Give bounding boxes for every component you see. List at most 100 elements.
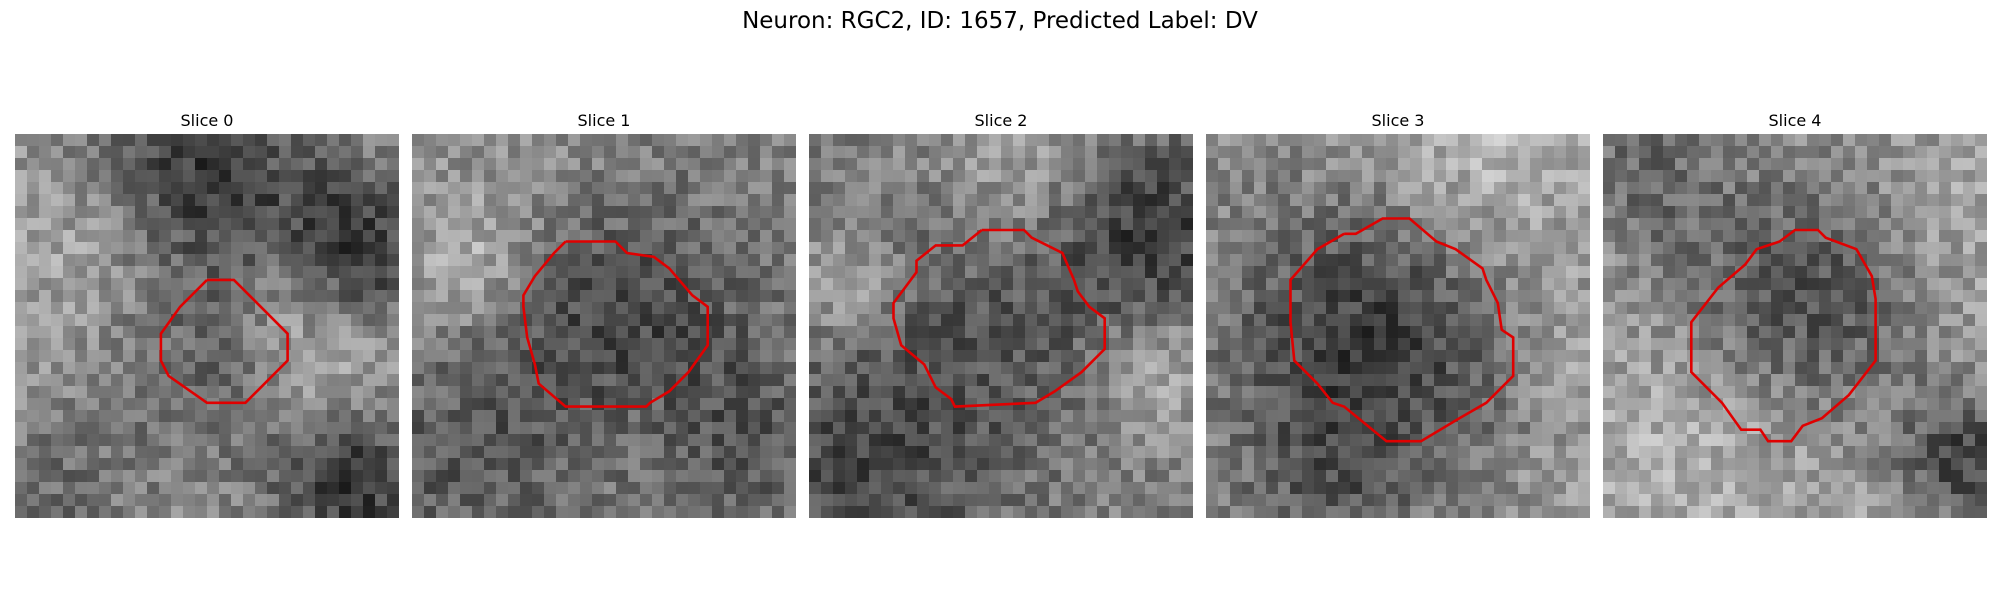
pixel — [1169, 374, 1182, 387]
pixel — [27, 170, 40, 183]
pixel — [736, 314, 749, 327]
pixel — [965, 206, 978, 219]
pixel — [1133, 242, 1146, 255]
pixel — [881, 506, 894, 518]
pixel — [833, 278, 846, 291]
pixel — [1783, 410, 1796, 423]
pixel — [1013, 218, 1026, 231]
pixel — [845, 386, 858, 399]
pixel — [472, 194, 485, 207]
pixel — [1819, 242, 1832, 255]
pixel — [291, 362, 304, 375]
pixel — [375, 314, 388, 327]
pixel — [1518, 182, 1531, 195]
pixel — [953, 326, 966, 339]
pixel — [387, 206, 399, 219]
pixel — [1085, 350, 1098, 363]
pixel — [1578, 506, 1590, 518]
pixel — [1603, 218, 1616, 231]
pixel — [255, 278, 268, 291]
pixel — [1915, 182, 1928, 195]
pixel — [267, 494, 280, 507]
pixel — [1807, 386, 1820, 399]
pixel — [1675, 182, 1688, 195]
pixel — [977, 170, 990, 183]
pixel — [87, 434, 100, 447]
pixel — [339, 158, 352, 171]
pixel — [1049, 422, 1062, 435]
pixel — [1326, 338, 1339, 351]
pixel — [941, 302, 954, 315]
pixel — [772, 206, 785, 219]
pixel — [520, 146, 533, 159]
pixel — [1687, 434, 1700, 447]
pixel — [39, 470, 52, 483]
pixel — [989, 230, 1002, 243]
pixel — [520, 434, 533, 447]
pixel — [1278, 422, 1291, 435]
pixel — [1530, 410, 1543, 423]
pixel — [315, 182, 328, 195]
pixel — [760, 482, 773, 495]
pixel — [1759, 338, 1772, 351]
pixel — [472, 446, 485, 459]
pixel — [809, 158, 822, 171]
pixel — [724, 482, 737, 495]
pixel — [1085, 446, 1098, 459]
pixel — [1506, 230, 1519, 243]
pixel — [1001, 206, 1014, 219]
pixel — [1025, 410, 1038, 423]
pixel — [712, 230, 725, 243]
pixel — [1049, 266, 1062, 279]
pixel — [1266, 314, 1279, 327]
pixel — [1037, 290, 1050, 303]
pixel — [351, 146, 364, 159]
pixel — [1711, 242, 1724, 255]
pixel — [1398, 134, 1411, 147]
pixel — [1723, 158, 1736, 171]
pixel — [51, 410, 64, 423]
pixel — [1037, 326, 1050, 339]
pixel — [436, 242, 449, 255]
pixel — [1735, 242, 1748, 255]
pixel — [1314, 218, 1327, 231]
pixel — [111, 170, 124, 183]
pixel — [75, 278, 88, 291]
pixel — [1350, 278, 1363, 291]
pixel — [1855, 410, 1868, 423]
pixel — [1085, 470, 1098, 483]
pixel — [917, 134, 930, 147]
pixel — [1230, 482, 1243, 495]
pixel — [953, 266, 966, 279]
pixel — [1266, 266, 1279, 279]
pixel — [87, 446, 100, 459]
pixel — [1819, 134, 1832, 147]
pixel — [1867, 374, 1880, 387]
pixel — [436, 422, 449, 435]
pixel — [1145, 350, 1158, 363]
pixel — [1759, 458, 1772, 471]
pixel — [1206, 302, 1219, 315]
pixel — [821, 362, 834, 375]
pixel — [532, 350, 545, 363]
pixel — [1013, 338, 1026, 351]
pixel — [255, 146, 268, 159]
pixel — [736, 230, 749, 243]
pixel — [1049, 314, 1062, 327]
pixel — [664, 482, 677, 495]
pixel — [267, 458, 280, 471]
pixel — [1735, 182, 1748, 195]
pixel — [1013, 410, 1026, 423]
pixel — [1242, 218, 1255, 231]
pixel — [652, 446, 665, 459]
cell-outline — [159, 278, 289, 405]
pixel — [712, 470, 725, 483]
pixel — [1723, 314, 1736, 327]
pixel — [291, 398, 304, 411]
pixel — [195, 194, 208, 207]
pixel — [760, 242, 773, 255]
pixel — [1807, 278, 1820, 291]
pixel — [508, 134, 521, 147]
pixel — [1663, 422, 1676, 435]
pixel — [255, 506, 268, 518]
